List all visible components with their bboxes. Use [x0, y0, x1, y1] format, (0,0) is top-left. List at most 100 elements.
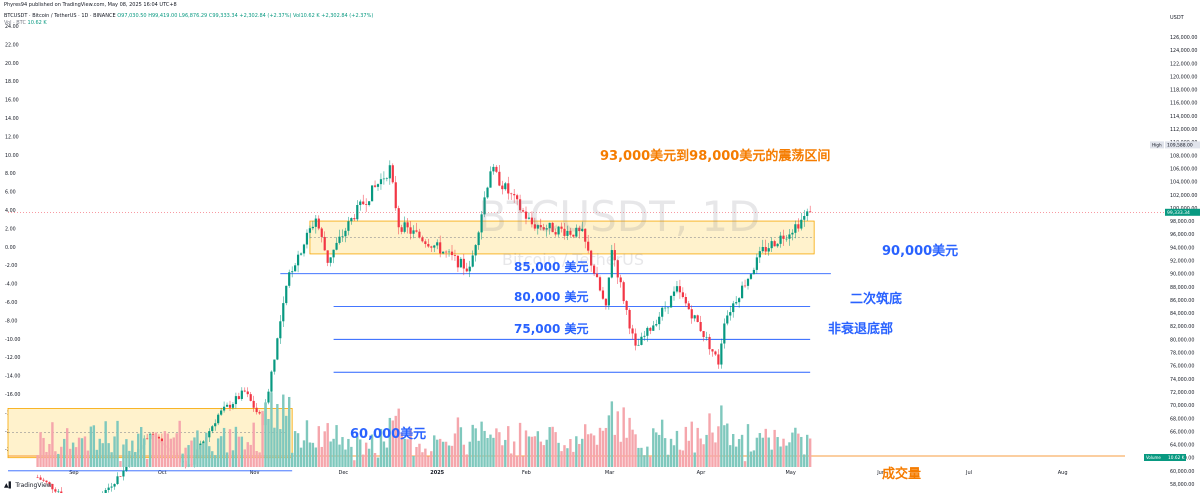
candle-body [412, 230, 415, 234]
candle-body [252, 400, 255, 408]
volume-bar [219, 436, 223, 467]
candle-body [424, 241, 427, 245]
candle-body [243, 390, 246, 392]
last-price-badge-bg [1165, 208, 1200, 216]
candle [323, 231, 326, 251]
right-axis-tick: 86,000.00 [1170, 298, 1194, 304]
candle [536, 224, 539, 235]
volume-bar [282, 394, 285, 467]
candle-body [335, 242, 338, 250]
volume-bar [71, 442, 75, 467]
volume-bar [572, 451, 575, 467]
candle-body [755, 257, 758, 270]
candle-body [442, 251, 445, 254]
candle-body [518, 199, 522, 211]
volume-bar [734, 446, 738, 467]
candle-body [225, 404, 229, 407]
ohlc-low: L96,876.29 [179, 13, 208, 19]
left-axis-tick: 24.00 [5, 24, 19, 30]
candle-body [51, 483, 54, 490]
volume-bar [723, 425, 726, 467]
candle-body [273, 359, 276, 372]
candle [430, 245, 433, 252]
volume-bar [98, 438, 101, 467]
volume-bar [154, 432, 158, 467]
volume-legend-value: 10.62 K [27, 20, 47, 26]
candle-body [557, 226, 560, 235]
candle-body [675, 286, 679, 292]
candle-body [471, 255, 474, 267]
volume-bar [290, 452, 294, 467]
volume-bar [480, 421, 483, 467]
volume-bar [305, 420, 309, 467]
right-axis-tick: 78,000.00 [1170, 351, 1194, 357]
x-axis-tick: Sep [69, 470, 78, 476]
candle-body [708, 336, 711, 350]
volume-bar [643, 455, 646, 467]
candle-body [752, 269, 756, 275]
volume-bar [101, 443, 104, 467]
volume-bar [430, 451, 433, 467]
x-axis-tick: Aug [1058, 470, 1068, 476]
candle [634, 328, 637, 351]
volume-bar [530, 436, 534, 467]
candle-body [628, 309, 631, 329]
candle-body [113, 484, 116, 487]
candle [273, 359, 276, 375]
candle [539, 218, 542, 231]
volume-bar [563, 445, 566, 467]
candle-body [705, 336, 708, 338]
volume-bar [649, 456, 652, 467]
volume-bar [142, 438, 146, 467]
candle-body [595, 273, 599, 278]
candle-body [743, 285, 747, 287]
candle [729, 305, 732, 321]
candle-body [157, 436, 161, 439]
candle [122, 466, 125, 481]
candle [427, 238, 430, 248]
candle [560, 222, 563, 233]
candle-body [489, 171, 492, 188]
candle [459, 256, 462, 268]
candle-body [767, 248, 770, 252]
volume-bar [551, 426, 554, 467]
candle-body [453, 255, 457, 256]
x-axis-tick: Jun [876, 470, 885, 476]
candle-body [610, 250, 613, 278]
right-axis-tick: 122,000.00 [1170, 61, 1197, 67]
candle-body [729, 312, 732, 316]
candle-body [279, 321, 282, 339]
volume-bar [237, 436, 241, 467]
right-price-axis[interactable]: USDT 126,000.00 124,000.00 122,000.00 120,00… [1170, 15, 1197, 488]
volume-bar [711, 432, 714, 467]
candle [480, 210, 483, 240]
candle [104, 488, 107, 493]
volume-bar [63, 438, 66, 467]
volume-bar [415, 446, 418, 467]
volume-bar [296, 433, 300, 467]
candle-body [48, 482, 51, 484]
candle-body [566, 230, 569, 236]
volume-bar [444, 441, 448, 467]
volume-bar [267, 418, 270, 467]
volume-bar [634, 434, 637, 467]
volume-bar [299, 447, 303, 467]
volume-bar [211, 451, 214, 467]
candle [569, 227, 572, 237]
symbol-legend[interactable]: BTCUSDT · Bitcoin / TetherUS · 1D · BINA… [4, 13, 373, 19]
candle [693, 314, 696, 322]
left-axis-tick: 14.00 [5, 116, 19, 122]
right-axis-tick: 60,000.00 [1170, 469, 1194, 475]
candle-body [530, 217, 534, 225]
tradingview-logo[interactable]: ▲▌ TradingView [4, 482, 52, 489]
candle-body [400, 227, 403, 232]
volume-legend[interactable]: Vol · BTC 10.62 K [4, 20, 47, 26]
non-recession-bottom-label: 非衰退底部 [828, 322, 894, 337]
candle [711, 349, 714, 357]
candle [462, 254, 465, 276]
volume-bar [740, 434, 744, 467]
candle [110, 482, 113, 492]
candle-body [587, 241, 590, 251]
candle [347, 216, 350, 236]
